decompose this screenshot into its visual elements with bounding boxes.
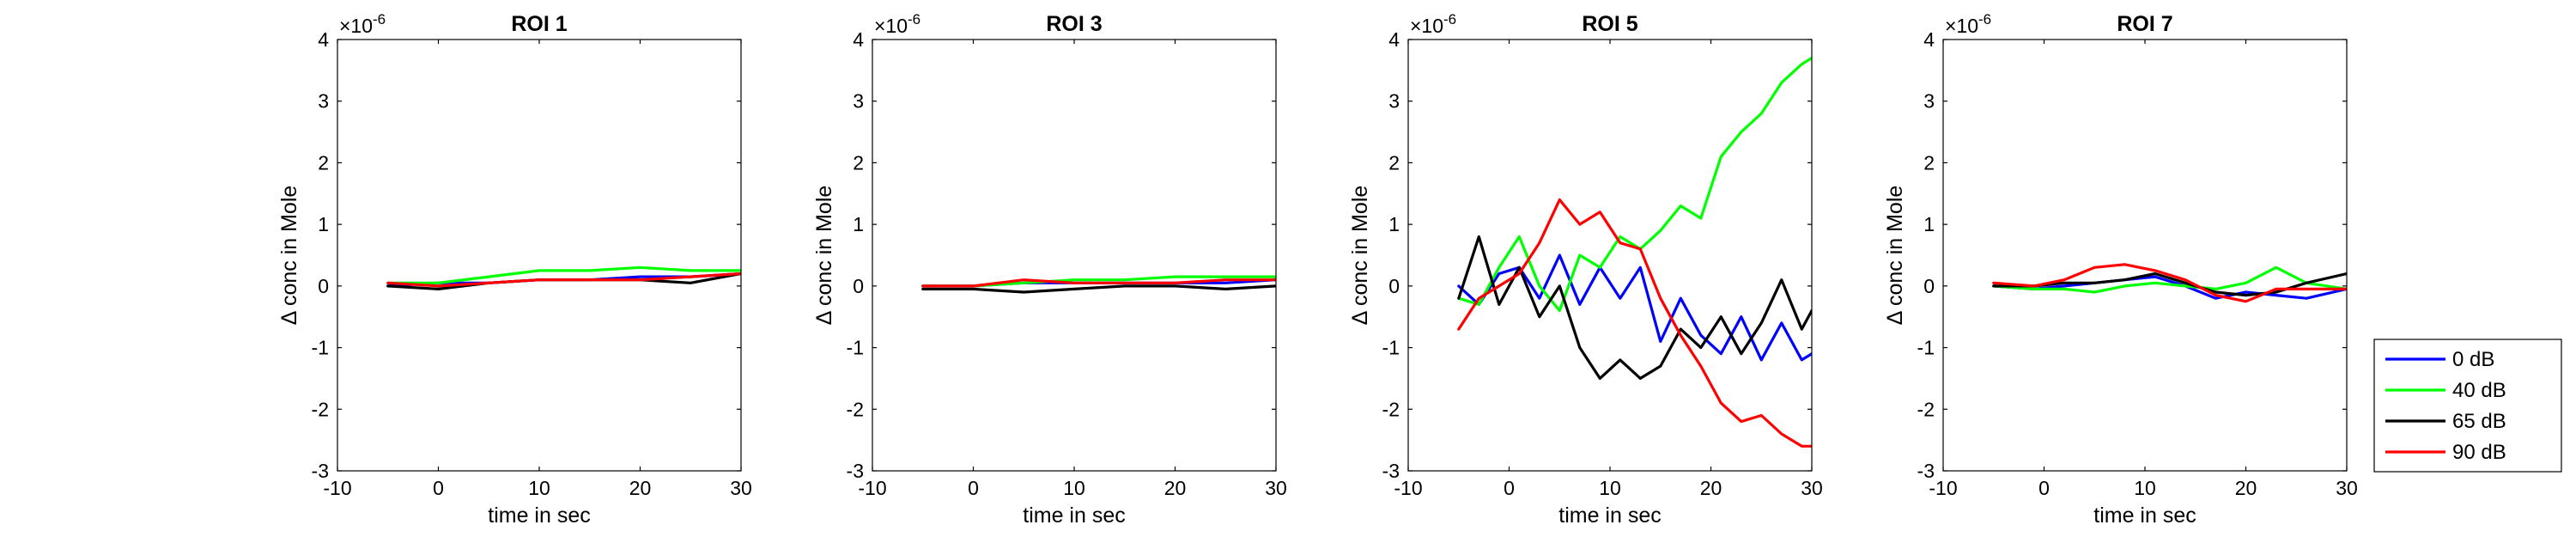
series-line	[1992, 272, 2347, 297]
x-tick-label: 10	[1063, 477, 1085, 499]
series-line	[1992, 265, 2347, 294]
x-tick-label: 0	[2038, 477, 2050, 499]
y-tick-label: 2	[318, 151, 329, 174]
x-tick-label: 30	[2336, 477, 2358, 499]
series-line	[1992, 263, 2347, 303]
x-tick-label: 0	[968, 477, 979, 499]
x-tick-label: 10	[1599, 477, 1621, 499]
y-exponent-label: ×10-6	[1410, 11, 1456, 37]
legend-label: 65 dB	[2452, 410, 2506, 433]
y-exponent-label: ×10-6	[339, 11, 386, 37]
y-tick-label: 0	[1388, 275, 1400, 297]
x-tick-label: 10	[528, 477, 550, 499]
y-axis-label: Δ conc in Mole	[1348, 186, 1372, 326]
series-line	[921, 278, 1276, 288]
y-tick-label: 0	[853, 275, 864, 297]
legend-box	[2373, 339, 2562, 473]
x-tick-label: 0	[1504, 477, 1515, 499]
chart-title: ROI 1	[511, 12, 567, 36]
x-tick-label: 30	[730, 477, 752, 499]
x-tick-label: 20	[1700, 477, 1722, 499]
y-tick-label: 3	[318, 90, 329, 113]
y-tick-label: 3	[853, 90, 864, 113]
y-tick-label: 4	[853, 28, 864, 51]
y-tick-label: -3	[1917, 460, 1935, 482]
x-tick-label: 20	[1164, 477, 1187, 499]
y-tick-label: 0	[318, 275, 329, 297]
y-tick-label: 4	[1923, 28, 1935, 51]
y-tick-label: 0	[1923, 275, 1935, 297]
y-tick-label: 1	[1388, 213, 1400, 235]
y-exponent-label: ×10-6	[1945, 11, 1991, 37]
y-tick-label: -3	[847, 460, 864, 482]
y-tick-label: -1	[1382, 337, 1400, 359]
x-tick-label: -10	[1929, 477, 1957, 499]
y-tick-label: 1	[1923, 213, 1935, 235]
y-tick-label: 1	[318, 213, 329, 235]
y-tick-label: -3	[1382, 460, 1400, 482]
y-tick-label: 2	[853, 151, 864, 174]
legend: 0 dB 40 dB 65 dB 90 dB	[2373, 339, 2562, 473]
chart-title: ROI 7	[2117, 12, 2172, 36]
x-tick-label: 20	[2235, 477, 2257, 499]
y-tick-label: -1	[312, 337, 329, 359]
x-axis-label: time in sec	[1023, 503, 1125, 528]
y-tick-label: 1	[853, 213, 864, 235]
y-tick-label: -2	[312, 398, 329, 420]
y-tick-label: 4	[318, 28, 329, 51]
y-tick-label: 2	[1923, 151, 1935, 174]
y-tick-label: -2	[847, 398, 864, 420]
x-tick-label: 0	[433, 477, 444, 499]
x-tick-label: -10	[858, 477, 886, 499]
legend-label: 90 dB	[2452, 441, 2506, 464]
series-line	[1457, 235, 1812, 380]
series-line	[386, 272, 741, 288]
x-tick-label: 20	[629, 477, 652, 499]
x-tick-label: 30	[1265, 477, 1287, 499]
x-tick-label: 30	[1801, 477, 1823, 499]
x-axis-label: time in sec	[2093, 503, 2196, 528]
y-tick-label: -2	[1382, 398, 1400, 420]
x-tick-label: -10	[1394, 477, 1422, 499]
legend-label: 0 dB	[2452, 348, 2494, 371]
y-tick-label: -3	[312, 460, 329, 482]
y-axis-label: Δ conc in Mole	[277, 186, 301, 326]
series-line	[1457, 198, 1812, 448]
y-axis-label: Δ conc in Mole	[812, 186, 836, 326]
y-exponent-label: ×10-6	[874, 11, 920, 37]
chart-title: ROI 5	[1582, 12, 1637, 36]
chart-title: ROI 3	[1046, 12, 1102, 36]
y-tick-label: 3	[1388, 90, 1400, 113]
y-axis-label: Δ conc in Mole	[1883, 186, 1907, 326]
series-line	[1992, 275, 2347, 300]
y-tick-label: -2	[1917, 398, 1935, 420]
y-tick-label: 4	[1388, 28, 1400, 51]
y-tick-label: 2	[1388, 151, 1400, 174]
y-tick-label: 3	[1923, 90, 1935, 113]
y-tick-label: -1	[847, 337, 864, 359]
legend-label: 40 dB	[2452, 379, 2506, 402]
x-tick-label: 10	[2134, 477, 2156, 499]
series-line	[921, 284, 1276, 294]
series-line	[386, 265, 741, 284]
y-tick-label: -1	[1917, 337, 1935, 359]
x-tick-label: -10	[323, 477, 351, 499]
x-axis-label: time in sec	[1558, 503, 1661, 528]
x-axis-label: time in sec	[488, 503, 590, 528]
